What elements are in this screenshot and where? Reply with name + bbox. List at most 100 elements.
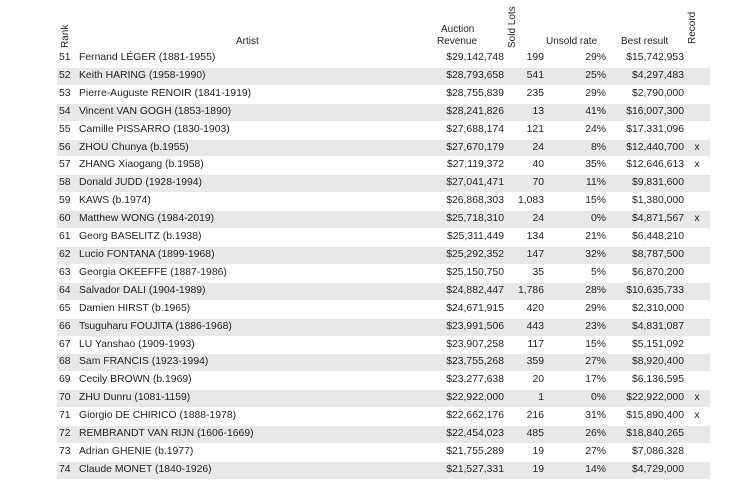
rank-cell: 62 [57, 246, 79, 265]
revenue-cell: $27,119,372 [437, 156, 504, 176]
rank-cell: 67 [57, 336, 79, 355]
table-row: 54 Vincent VAN GOGH (1853-1890) $28,241,82… [57, 103, 710, 122]
table-row: 66 Tsuguharu FOUJITA (1886-1968) $23,991,5… [57, 318, 710, 337]
table-row: 51 Fernand LÉGER (1881-1955) $29,142,748 19… [57, 50, 710, 68]
record-cell [684, 264, 710, 283]
sold-lots-cell: 70 [504, 174, 544, 194]
rank-cell: 73 [57, 443, 79, 462]
table-row: 68 Sam FRANCIS (1923-1994) $23,755,268 359 2… [57, 353, 710, 373]
revenue-cell: $23,991,506 [437, 318, 504, 337]
sold-lots-cell: 121 [504, 121, 544, 140]
rank-cell: 60 [57, 210, 79, 230]
rank-cell: 63 [57, 264, 79, 283]
sold-lots-cell: 1,083 [504, 192, 544, 212]
rank-cell: 54 [57, 103, 79, 122]
artist-cell: Donald JUDD (1928-1994) [79, 174, 437, 194]
artist-cell: Giorgio DE CHIRICO (1888-1978) [79, 407, 437, 427]
sold-lots-cell: 1,786 [504, 282, 544, 301]
artist-cell: Damien HIRST (b.1965) [79, 300, 437, 319]
rank-cell: 52 [57, 67, 79, 86]
unsold-rate-cell: 28% [544, 282, 606, 301]
artist-cell: Vincent VAN GOGH (1853-1890) [79, 103, 437, 122]
record-cell: x [684, 407, 710, 427]
rank-cell: 66 [57, 318, 79, 337]
rank-cell: 59 [57, 192, 79, 212]
artist-cell: Salvador DALI (1904-1989) [79, 282, 437, 301]
table-row: 70 ZHU Dunru (1081-1159) $22,922,000 1 0% $22… [57, 389, 710, 409]
table-row: 74 Claude MONET (1840-1926) $21,527,331 19 1… [57, 461, 710, 480]
revenue-cell: $27,688,174 [437, 121, 504, 140]
header-artist: Artist [236, 36, 259, 47]
rank-cell: 51 [57, 50, 79, 68]
unsold-rate-cell: 32% [544, 246, 606, 265]
header-sold-lots: Sold Lots [507, 6, 518, 48]
header-rank: Rank [60, 24, 71, 48]
rank-cell: 61 [57, 228, 79, 247]
unsold-rate-cell: 15% [544, 192, 606, 212]
artist-cell: Sam FRANCIS (1923-1994) [79, 353, 437, 373]
record-cell: x [684, 139, 710, 158]
revenue-cell: $21,527,331 [437, 461, 504, 480]
table-row: 58 Donald JUDD (1928-1994) $27,041,471 70 11… [57, 174, 710, 194]
best-result-cell: $12,646,613 [606, 156, 684, 176]
record-cell [684, 121, 710, 140]
rank-cell: 56 [57, 139, 79, 158]
unsold-rate-cell: 0% [544, 389, 606, 409]
revenue-cell: $23,907,258 [437, 336, 504, 355]
record-cell [684, 300, 710, 319]
record-cell [684, 282, 710, 301]
sold-lots-cell: 13 [504, 103, 544, 122]
table-header: Rank Artist Auction Revenue Sold Lots Un… [0, 0, 750, 50]
record-cell: x [684, 210, 710, 230]
unsold-rate-cell: 31% [544, 407, 606, 427]
rank-cell: 58 [57, 174, 79, 194]
artist-cell: Fernand LÉGER (1881-1955) [79, 50, 437, 68]
best-result-cell: $6,448,210 [606, 228, 684, 247]
record-cell [684, 318, 710, 337]
best-result-cell: $6,870,200 [606, 264, 684, 283]
revenue-cell: $24,882,447 [437, 282, 504, 301]
best-result-cell: $8,787,500 [606, 246, 684, 265]
revenue-cell: $25,718,310 [437, 210, 504, 230]
best-result-cell: $10,635,733 [606, 282, 684, 301]
revenue-cell: $28,241,826 [437, 103, 504, 122]
table-row: 63 Georgia OKEEFFE (1887-1986) $25,150,750… [57, 264, 710, 283]
artist-cell: Lucio FONTANA (1899-1968) [79, 246, 437, 265]
sold-lots-cell: 134 [504, 228, 544, 247]
artist-cell: ZHANG Xiaogang (b.1958) [79, 156, 437, 176]
table-row: 59 KAWS (b.1974) $26,868,303 1,083 15% $1,380… [57, 192, 710, 212]
record-cell [684, 174, 710, 194]
revenue-cell: $22,662,176 [437, 407, 504, 427]
best-result-cell: $17,331,096 [606, 121, 684, 140]
artist-cell: LU Yanshao (1909-1993) [79, 336, 437, 355]
rank-cell: 69 [57, 371, 79, 391]
artist-cell: Camille PISSARRO (1830-1903) [79, 121, 437, 140]
artist-cell: Adrian GHENIE (b.1977) [79, 443, 437, 462]
unsold-rate-cell: 27% [544, 443, 606, 462]
revenue-cell: $25,311,449 [437, 228, 504, 247]
table-row: 55 Camille PISSARRO (1830-1903) $27,688,17… [57, 121, 710, 140]
table-row: 71 Giorgio DE CHIRICO (1888-1978) $22,662,… [57, 407, 710, 427]
best-result-cell: $5,151,092 [606, 336, 684, 355]
artist-cell: REMBRANDT VAN RIJN (1606-1669) [79, 425, 437, 444]
artist-cell: Cecily BROWN (b.1969) [79, 371, 437, 391]
rank-cell: 65 [57, 300, 79, 319]
sold-lots-cell: 443 [504, 318, 544, 337]
unsold-rate-cell: 0% [544, 210, 606, 230]
unsold-rate-cell: 8% [544, 139, 606, 158]
best-result-cell: $18,840,265 [606, 425, 684, 444]
best-result-cell: $4,729,000 [606, 461, 684, 480]
revenue-cell: $28,793,658 [437, 67, 504, 86]
best-result-cell: $22,922,000 [606, 389, 684, 409]
header-unsold-rate: Unsold rate [546, 36, 598, 47]
sold-lots-cell: 216 [504, 407, 544, 427]
record-cell [684, 246, 710, 265]
artist-cell: ZHOU Chunya (b.1955) [79, 139, 437, 158]
revenue-cell: $28,755,839 [437, 85, 504, 104]
unsold-rate-cell: 15% [544, 336, 606, 355]
record-cell [684, 461, 710, 480]
ranking-table: 51 Fernand LÉGER (1881-1955) $29,142,748 19… [57, 50, 710, 480]
unsold-rate-cell: 11% [544, 174, 606, 194]
sold-lots-cell: 24 [504, 139, 544, 158]
record-cell [684, 50, 710, 68]
